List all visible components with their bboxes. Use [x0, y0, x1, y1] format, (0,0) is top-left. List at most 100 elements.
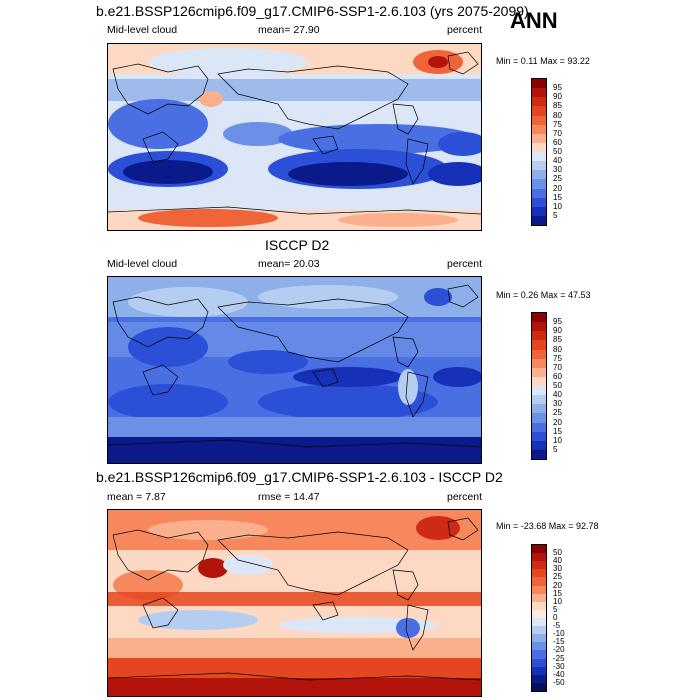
- colorbar-segment: [532, 358, 546, 368]
- colorbar-segment: [532, 331, 546, 341]
- units-label: percent: [447, 491, 483, 503]
- colorbar-tick-label: 85: [553, 101, 562, 111]
- colorbar-tick-label: -50: [553, 677, 565, 687]
- colorbar-tick-label: 25: [553, 408, 562, 418]
- colorbar-segment: [532, 674, 546, 683]
- colorbar-segment: [532, 626, 546, 635]
- colorbar-tick-label: 20: [553, 580, 562, 590]
- colorbar-segment: [532, 449, 546, 459]
- colorbar-tick-label: 50: [553, 548, 562, 558]
- colorbar-segment: [532, 170, 546, 180]
- colorbar-tick-label: 10: [553, 435, 562, 445]
- colorbar-tick-label: 95: [553, 317, 562, 327]
- colorbar-segment: [532, 88, 546, 98]
- map-model: [107, 43, 482, 231]
- colorbar-segment: [532, 386, 546, 396]
- colorbar-segment: [532, 322, 546, 332]
- colorbar-tick-label: 25: [553, 572, 562, 582]
- colorbar-diff: [531, 544, 547, 692]
- colorbar-segment: [532, 124, 546, 134]
- colorbar-tick-label: 80: [553, 344, 562, 354]
- colorbar-tick-label: 10: [553, 596, 562, 606]
- colorbar-tick-label: 75: [553, 119, 562, 129]
- colorbar-segment: [532, 197, 546, 207]
- colorbar-segment: [532, 115, 546, 125]
- colorbar-tick-label: -25: [553, 653, 565, 663]
- colorbar-tick-label: 30: [553, 564, 562, 574]
- mean-label: mean = 7.87: [107, 491, 166, 503]
- colorbar-segment: [532, 569, 546, 578]
- colorbar-segment: [532, 422, 546, 432]
- colorbar-tick-label: 25: [553, 174, 562, 184]
- colorbar-segment: [532, 682, 546, 691]
- colorbar-tick-label: 40: [553, 390, 562, 400]
- colorbar-segment: [532, 395, 546, 405]
- colorbar-segment: [532, 349, 546, 359]
- colorbar-segment: [532, 585, 546, 594]
- colorbar-segment: [532, 206, 546, 216]
- colorbar-obs: [531, 312, 547, 460]
- colorbar-tick-label: 15: [553, 426, 562, 436]
- colorbar-segment: [532, 313, 546, 323]
- colorbar-segment: [532, 340, 546, 350]
- colorbar-segment: [532, 376, 546, 386]
- colorbar-tick-label: 5: [553, 210, 558, 220]
- panel-title: b.e21.BSSP126cmip6.f09_g17.CMIP6-SSP1-2.…: [96, 469, 503, 485]
- colorbar-segment: [532, 650, 546, 659]
- variable-label: Mid-level cloud: [107, 24, 178, 36]
- panel-title: ISCCP D2: [265, 237, 330, 253]
- colorbar-tick-label: -15: [553, 637, 565, 647]
- colorbar-segment: [532, 142, 546, 152]
- map-obs: [107, 276, 482, 464]
- colorbar-segment: [532, 617, 546, 627]
- colorbar-segment: [532, 79, 546, 89]
- colorbar-tick-label: 90: [553, 92, 562, 102]
- units-label: percent: [447, 258, 483, 270]
- colorbar-tick-label: 30: [553, 165, 562, 175]
- colorbar-tick-label: 85: [553, 335, 562, 345]
- colorbar-tick-label: -20: [553, 645, 565, 655]
- colorbar-tick-label: -30: [553, 661, 565, 671]
- colorbar-segment: [532, 106, 546, 116]
- minmax-label: Min = 0.11 Max = 93.22: [496, 56, 590, 66]
- colorbar-tick-label: 5: [553, 604, 558, 614]
- map-diff: [107, 509, 482, 697]
- colorbar-model: [531, 78, 547, 226]
- colorbar-segment: [532, 593, 546, 602]
- colorbar-tick-label: 50: [553, 147, 562, 156]
- mean-label: mean= 20.03: [258, 258, 320, 270]
- colorbar-segment: [532, 561, 546, 570]
- colorbar-tick-label: 20: [553, 183, 562, 193]
- colorbar-segment: [532, 634, 546, 643]
- colorbar-tick-label: 80: [553, 110, 562, 120]
- colorbar-tick-label: 0: [553, 613, 558, 622]
- colorbar-tick-label: 10: [553, 201, 562, 211]
- colorbar-tick-label: 15: [553, 588, 562, 598]
- colorbar-tick-label: -10: [553, 629, 565, 639]
- colorbar-segment: [532, 404, 546, 414]
- colorbar-segment: [532, 97, 546, 107]
- colorbar-segment: [532, 367, 546, 377]
- colorbar-tick-label: -40: [553, 669, 565, 679]
- colorbar-segment: [532, 440, 546, 450]
- colorbar-segment: [532, 179, 546, 189]
- colorbar-segment: [532, 413, 546, 423]
- colorbar-tick-label: 40: [553, 156, 562, 166]
- colorbar-tick-label: 40: [553, 556, 562, 566]
- colorbar-segment: [532, 642, 546, 651]
- colorbar-segment: [532, 152, 546, 162]
- colorbar-tick-label: 5: [553, 444, 558, 454]
- colorbar-segment: [532, 666, 546, 675]
- colorbar-tick-label: 30: [553, 399, 562, 409]
- colorbar-tick-label: 20: [553, 417, 562, 427]
- variable-label: Mid-level cloud: [107, 258, 178, 270]
- minmax-label: Min = -23.68 Max = 92.78: [496, 521, 599, 531]
- units-label: percent: [447, 24, 483, 36]
- colorbar-tick-label: 95: [553, 83, 562, 93]
- colorbar-segment: [532, 658, 546, 667]
- colorbar-segment: [532, 188, 546, 198]
- colorbar-tick-label: 60: [553, 371, 562, 381]
- colorbar-segment: [532, 577, 546, 586]
- colorbar-segment: [532, 609, 546, 618]
- colorbar-tick-label: 70: [553, 362, 562, 372]
